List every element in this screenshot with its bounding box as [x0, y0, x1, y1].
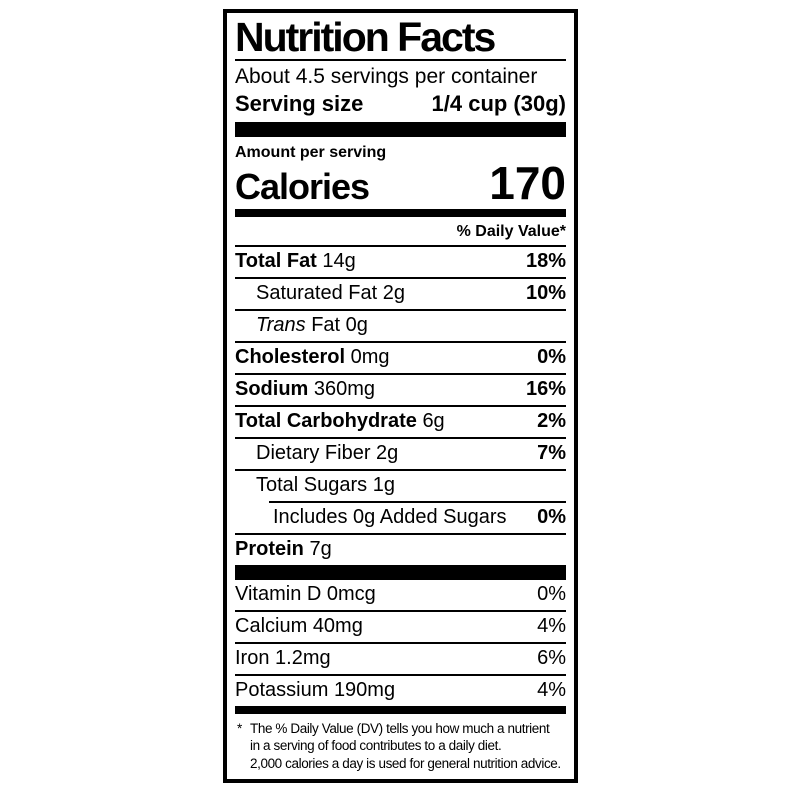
section-divider-bar [235, 705, 566, 714]
serving-size-label: Serving size [235, 91, 364, 117]
divider [235, 59, 566, 62]
nutrient-daily-value: 2% [537, 409, 566, 432]
footnote-line: The % Daily Value (DV) tells you how muc… [250, 720, 550, 736]
nutrient-name: Protein [235, 537, 304, 560]
vitamin-name-amount: Vitamin D 0mcg [235, 583, 376, 606]
footnote: * The % Daily Value (DV) tells you how m… [235, 714, 566, 773]
nutrient-row-total-fat: Total Fat 14g 18% [235, 244, 566, 277]
vitamin-row-iron: Iron 1.2mg 6% [235, 641, 566, 674]
nutrient-row-total-sugars: Total Sugars 1g [235, 468, 566, 501]
vitamin-daily-value: 4% [537, 678, 566, 701]
nutrient-amount: 2g [376, 441, 399, 464]
vitamin-amount: 1.2mg [275, 646, 331, 669]
nutrient-amount: 0mg [350, 345, 390, 368]
nutrient-name-amount: Trans Fat 0g [256, 314, 368, 337]
nutrient-daily-value: 0% [537, 505, 566, 528]
nutrient-name: Total Carbohydrate [235, 409, 417, 432]
calories-value: 170 [489, 157, 566, 210]
footnote-line: in a serving of food contributes to a da… [250, 738, 502, 754]
vitamin-row-potassium: Potassium 190mg 4% [235, 673, 566, 706]
vitamin-amount: 190mg [333, 678, 396, 701]
nutrient-amount: 0g [345, 313, 368, 336]
nutrient-name-amount: Sodium 360mg [235, 378, 375, 401]
footnote-asterisk: * [237, 720, 242, 736]
nutrient-name: Sodium [235, 377, 309, 400]
nutrient-amount: 14g [322, 249, 356, 272]
vitamin-row-vitamin-d: Vitamin D 0mcg 0% [235, 580, 566, 610]
nutrient-name-amount: Dietary Fiber 2g [256, 442, 398, 465]
nutrient-daily-value: 16% [525, 377, 566, 400]
vitamin-daily-value: 0% [537, 582, 566, 605]
serving-size-value: 1/4 cup (30g) [431, 91, 566, 117]
nutrient-row-added-sugars: Includes 0g Added Sugars 0% [269, 500, 566, 533]
nutrient-daily-value: 10% [525, 281, 566, 304]
footnote-line: 2,000 calories a day is used for general… [250, 756, 561, 772]
nutrient-name: Total Sugars [256, 473, 368, 496]
serving-size-row: Serving size 1/4 cup (30g) [235, 89, 566, 122]
nutrient-name-amount: Saturated Fat 2g [256, 282, 405, 305]
nutrient-name-italic: Trans [256, 313, 306, 336]
label-title: Nutrition Facts [235, 14, 496, 60]
nutrient-row-dietary-fiber: Dietary Fiber 2g 7% [235, 436, 566, 469]
vitamin-row-calcium: Calcium 40mg 4% [235, 609, 566, 642]
vitamin-name-amount: Iron 1.2mg [235, 647, 331, 670]
nutrient-name-amount: Total Sugars 1g [256, 474, 395, 497]
vitamin-daily-value: 4% [537, 614, 566, 637]
nutrient-name-amount: Total Carbohydrate 6g [235, 410, 445, 433]
nutrient-daily-value: 7% [537, 441, 566, 464]
nutrient-amount: 6g [422, 409, 445, 432]
vitamin-name-amount: Potassium 190mg [235, 679, 395, 702]
vitamin-amount: 0mcg [326, 582, 376, 605]
nutrient-amount: 360mg [313, 377, 376, 400]
vitamin-name: Potassium [235, 678, 329, 701]
nutrient-name-amount: Total Fat 14g [235, 250, 356, 273]
nutrient-name: Includes 0g Added Sugars [273, 505, 507, 528]
nutrient-name: Dietary Fiber [256, 441, 371, 464]
nutrient-daily-value: 18% [525, 249, 566, 272]
nutrient-row-trans-fat: Trans Fat 0g [235, 308, 566, 341]
nutrient-name-amount: Includes 0g Added Sugars [273, 506, 507, 529]
nutrient-name: Cholesterol [235, 345, 346, 368]
nutrient-row-protein: Protein 7g [235, 532, 566, 565]
nutrient-name: Total Fat [235, 249, 317, 272]
vitamin-name: Calcium [235, 614, 308, 637]
nutrient-row-cholesterol: Cholesterol 0mg 0% [235, 340, 566, 373]
vitamin-amount: 40mg [312, 614, 363, 637]
nutrient-name-amount: Protein 7g [235, 538, 332, 561]
vitamin-name: Vitamin D [235, 582, 322, 605]
nutrient-row-total-carbohydrate: Total Carbohydrate 6g 2% [235, 404, 566, 437]
amount-per-serving-label: Amount per serving [235, 144, 387, 162]
section-divider-bar [235, 564, 566, 580]
calories-row: Calories 170 [235, 157, 566, 210]
section-divider-bar [235, 208, 566, 217]
nutrient-daily-value: 0% [537, 345, 566, 368]
nutrient-name: Fat [311, 313, 341, 336]
servings-per-container: About 4.5 servings per container [235, 65, 538, 89]
nutrient-name-amount: Cholesterol 0mg [235, 346, 390, 369]
vitamin-name-amount: Calcium 40mg [235, 615, 363, 638]
calories-label: Calories [235, 165, 370, 207]
vitamin-daily-value: 6% [537, 646, 566, 669]
vitamin-name: Iron [235, 646, 270, 669]
daily-value-header: % Daily Value* [456, 222, 566, 240]
nutrition-facts-label: Nutrition Facts About 4.5 servings per c… [223, 9, 578, 783]
nutrient-amount: 2g [382, 281, 405, 304]
nutrient-row-saturated-fat: Saturated Fat 2g 10% [235, 276, 566, 309]
nutrient-row-sodium: Sodium 360mg 16% [235, 372, 566, 405]
section-divider-bar [235, 122, 566, 138]
nutrient-amount: 7g [309, 537, 332, 560]
nutrient-amount: 1g [372, 473, 395, 496]
nutrient-name: Saturated Fat [256, 281, 378, 304]
